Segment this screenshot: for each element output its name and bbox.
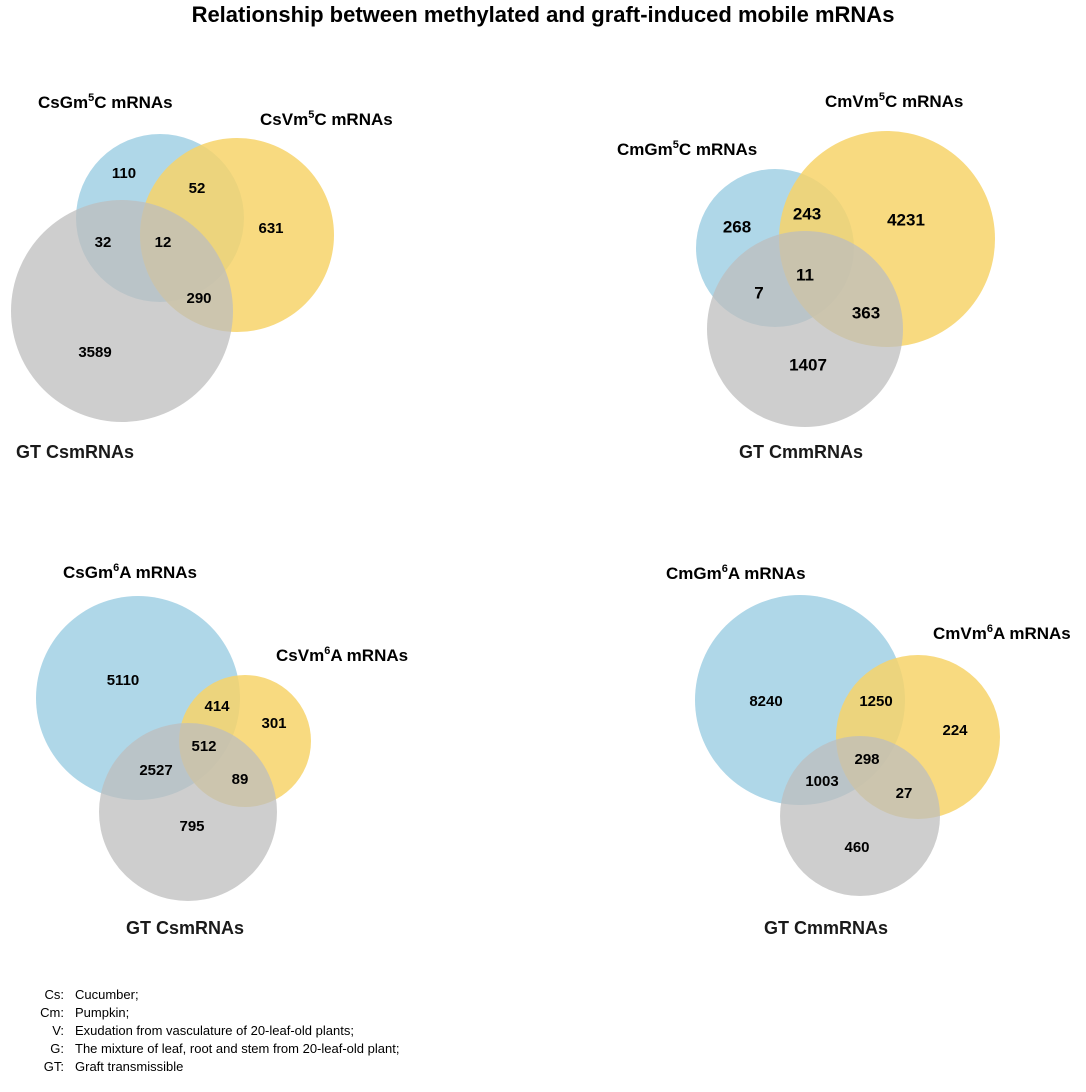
legend-value: Pumpkin; bbox=[75, 1005, 130, 1020]
count-ab: 1250 bbox=[859, 693, 892, 710]
legend-key: GT: bbox=[43, 1059, 64, 1074]
venn-cucumber-m6a: CsGm6A mRNAs CsVm6A mRNAs GT CsmRNAs 511… bbox=[36, 562, 408, 938]
count-a-only: 110 bbox=[112, 165, 136, 182]
venn-pumpkin-m6a: CmGm6A mRNAs CmVm6A mRNAs GT CmmRNAs 824… bbox=[666, 563, 1071, 938]
count-bc: 290 bbox=[186, 290, 211, 307]
count-ab: 414 bbox=[204, 698, 230, 715]
venn-cucumber-m5c: CsGm5C mRNAs CsVm5C mRNAs GT CsmRNAs 110… bbox=[11, 92, 393, 462]
count-b-only: 301 bbox=[261, 715, 286, 732]
count-ab: 243 bbox=[793, 204, 821, 223]
count-abc: 11 bbox=[796, 265, 814, 284]
count-c-only: 3589 bbox=[78, 344, 111, 361]
page-title: Relationship between methylated and graf… bbox=[191, 2, 895, 27]
count-abc: 512 bbox=[191, 738, 216, 755]
label-set-b: CmVm5C mRNAs bbox=[825, 91, 963, 111]
count-b-only: 224 bbox=[942, 722, 968, 739]
label-set-c: GT CmmRNAs bbox=[764, 918, 888, 938]
legend-key: G: bbox=[50, 1041, 64, 1056]
count-a-only: 8240 bbox=[749, 693, 782, 710]
count-c-only: 1407 bbox=[789, 355, 827, 374]
label-set-a: CmGm6A mRNAs bbox=[666, 563, 806, 583]
label-set-a: CsGm6A mRNAs bbox=[63, 562, 197, 582]
legend-value: Graft transmissible bbox=[75, 1059, 184, 1074]
label-set-c: GT CsmRNAs bbox=[126, 918, 244, 938]
legend-value: Cucumber; bbox=[75, 987, 139, 1002]
legend-value: The mixture of leaf, root and stem from … bbox=[75, 1041, 400, 1056]
legend-value: Exudation from vasculature of 20-leaf-ol… bbox=[75, 1023, 354, 1038]
count-b-only: 4231 bbox=[887, 210, 925, 229]
count-c-only: 795 bbox=[179, 818, 204, 835]
legend-row: Cm: Pumpkin; bbox=[18, 1004, 399, 1022]
count-abc: 298 bbox=[854, 751, 879, 768]
count-ab: 52 bbox=[189, 180, 206, 197]
circle-gt-cmmrnas bbox=[707, 231, 903, 427]
abbreviation-legend: Cs: Cucumber; Cm: Pumpkin; V: Exudation fro… bbox=[18, 986, 399, 1076]
count-bc: 363 bbox=[852, 303, 880, 322]
legend-row: G: The mixture of leaf, root and stem fro… bbox=[18, 1040, 399, 1058]
count-abc: 12 bbox=[155, 234, 172, 251]
label-set-a: CsGm5C mRNAs bbox=[38, 92, 173, 112]
count-ac: 32 bbox=[95, 234, 112, 251]
venn-diagrams: CsGm5C mRNAs CsVm5C mRNAs GT CsmRNAs 110… bbox=[11, 91, 1071, 938]
count-b-only: 631 bbox=[258, 220, 283, 237]
circle-gt-cmmrnas bbox=[780, 736, 940, 896]
legend-row: V: Exudation from vasculature of 20-leaf-… bbox=[18, 1022, 399, 1040]
count-ac: 2527 bbox=[139, 762, 172, 779]
legend-key: Cm: bbox=[40, 1005, 64, 1020]
count-ac: 7 bbox=[754, 283, 763, 302]
label-set-b: CsVm5C mRNAs bbox=[260, 109, 393, 129]
venn-pumpkin-m5c: CmGm5C mRNAs CmVm5C mRNAs GT CmmRNAs 268… bbox=[617, 91, 995, 462]
count-a-only: 268 bbox=[723, 217, 751, 236]
legend-row: Cs: Cucumber; bbox=[18, 986, 399, 1004]
count-bc: 27 bbox=[896, 785, 913, 802]
circle-gt-csmrnas bbox=[99, 723, 277, 901]
legend-row: GT: Graft transmissible bbox=[18, 1058, 399, 1076]
count-ac: 1003 bbox=[805, 773, 838, 790]
label-set-b: CmVm6A mRNAs bbox=[933, 623, 1071, 643]
count-c-only: 460 bbox=[844, 839, 869, 856]
legend-key: Cs: bbox=[44, 987, 65, 1002]
count-bc: 89 bbox=[232, 771, 249, 788]
label-set-c: GT CsmRNAs bbox=[16, 442, 134, 462]
count-a-only: 5110 bbox=[107, 672, 140, 689]
legend-key: V: bbox=[52, 1023, 64, 1038]
circle-gt-csmrnas bbox=[11, 200, 233, 422]
label-set-a: CmGm5C mRNAs bbox=[617, 139, 757, 159]
label-set-b: CsVm6A mRNAs bbox=[276, 645, 408, 665]
label-set-c: GT CmmRNAs bbox=[739, 442, 863, 462]
